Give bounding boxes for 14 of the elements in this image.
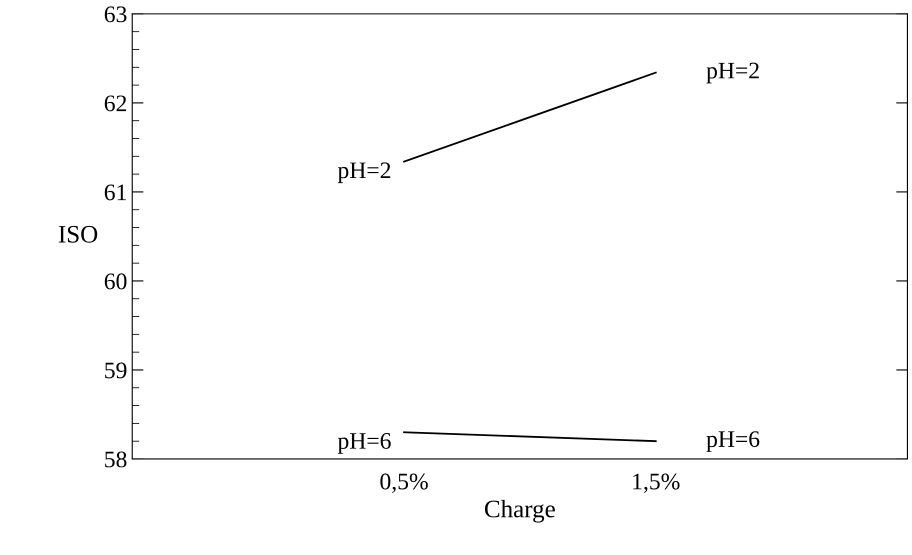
- x-axis-title: Charge: [484, 500, 555, 523]
- y-tick-label: 59: [105, 362, 126, 378]
- y-tick-label: 61: [104, 184, 126, 200]
- text: pH=2: [706, 62, 759, 84]
- x-tick-label: 1,5%: [633, 474, 680, 493]
- y-tick-label: 62: [104, 95, 126, 112]
- series-label: pH=2: [338, 162, 390, 184]
- text: pH=6: [706, 431, 760, 452]
- series-label: pH=6: [338, 433, 391, 454]
- y-tick-label: 58: [105, 451, 126, 468]
- y-axis-title: ISO: [58, 226, 98, 243]
- x-tick-label: 0,5%: [380, 474, 428, 493]
- y-tick-label: 60: [104, 273, 126, 290]
- y-tick-label: 63: [104, 6, 126, 22]
